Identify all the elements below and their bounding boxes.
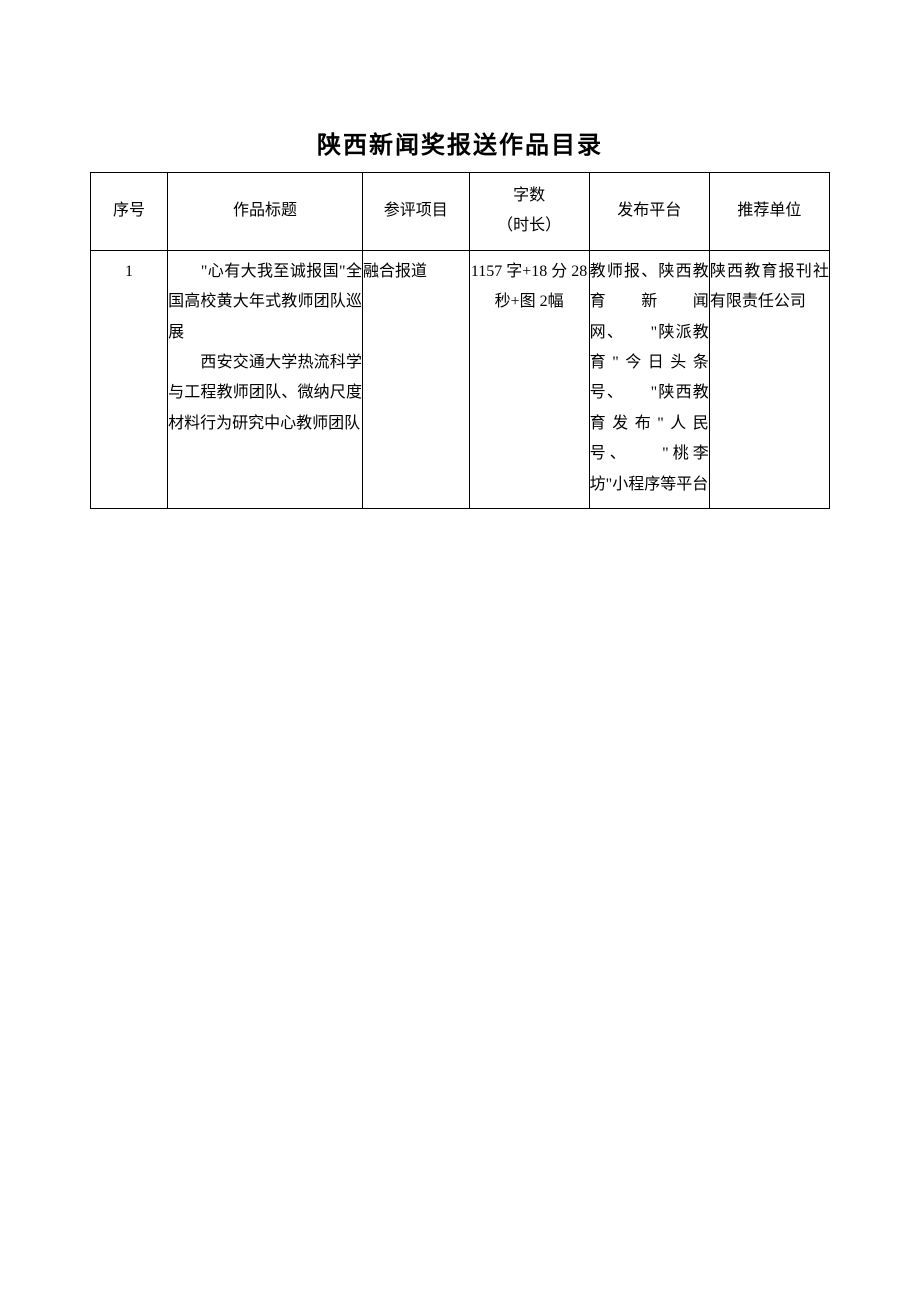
cell-title: "心有大我至诚报国"全国高校黄大年式教师团队巡展 西安交通大学热流科学与工程教师… — [168, 250, 363, 508]
cell-category: 融合报道 — [363, 250, 470, 508]
page-title: 陕西新闻奖报送作品目录 — [90, 125, 830, 160]
cell-unit: 陕西教育报刊社有限责任公司 — [709, 250, 829, 508]
header-category: 参评项目 — [363, 173, 470, 251]
header-seq: 序号 — [91, 173, 168, 251]
cell-title-part1: "心有大我至诚报国"全国高校黄大年式教师团队巡展 — [168, 257, 362, 348]
header-count: 字数 （时长） — [469, 173, 589, 251]
header-count-line1: 字数 — [470, 181, 589, 211]
header-unit: 推荐单位 — [709, 173, 829, 251]
works-table: 序号 作品标题 参评项目 字数 （时长） 发布平台 推荐单位 1 "心有大我至诚… — [90, 172, 830, 509]
cell-seq: 1 — [91, 250, 168, 508]
cell-platform: 教师报、陕西教育新闻网、 "陕派教育"今日头条号、 "陕西教育发布"人民号、 "… — [589, 250, 709, 508]
table-header-row: 序号 作品标题 参评项目 字数 （时长） 发布平台 推荐单位 — [91, 173, 830, 251]
cell-title-part2: 西安交通大学热流科学与工程教师团队、微纳尺度材料行为研究中心教师团队 — [168, 348, 362, 439]
header-count-line2: （时长） — [470, 211, 589, 241]
header-platform: 发布平台 — [589, 173, 709, 251]
header-title: 作品标题 — [168, 173, 363, 251]
table-row: 1 "心有大我至诚报国"全国高校黄大年式教师团队巡展 西安交通大学热流科学与工程… — [91, 250, 830, 508]
cell-count: 1157 字+18 分 28秒+图 2幅 — [469, 250, 589, 508]
